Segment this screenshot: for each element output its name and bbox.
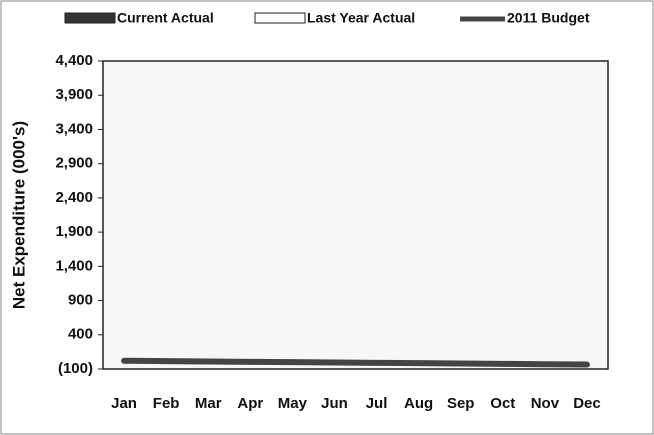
y-tick-label: 900 — [68, 292, 93, 309]
legend-label: Last Year Actual — [307, 10, 415, 26]
x-tick-label: Aug — [404, 395, 433, 412]
y-tick-label: 3,400 — [55, 120, 93, 137]
y-tick-label: 1,400 — [55, 257, 93, 274]
x-tick-label: Apr — [237, 395, 263, 412]
legend-label: 2011 Budget — [507, 10, 590, 26]
x-tick-label: Jun — [321, 395, 348, 412]
legend-label: Current Actual — [117, 10, 214, 26]
x-tick-label: Nov — [531, 395, 560, 412]
legend-swatch — [64, 12, 116, 24]
y-tick-label: 400 — [68, 326, 93, 343]
plot-area — [102, 60, 609, 370]
y-tick-label: 2,400 — [55, 189, 93, 206]
legend-swatch — [254, 12, 306, 24]
y-tick-label: (100) — [58, 360, 93, 377]
y-tick-label: 2,900 — [55, 155, 93, 172]
line — [121, 357, 590, 368]
x-tick-label: Dec — [573, 395, 601, 412]
y-tick-label: 1,900 — [55, 223, 93, 240]
x-tick-label: Mar — [195, 395, 222, 412]
x-tick-label: Jul — [366, 395, 388, 412]
x-tick-label: Oct — [490, 395, 515, 412]
y-tick-label: 4,400 — [55, 52, 93, 69]
x-tick-label: Sep — [447, 395, 475, 412]
x-tick-label: May — [278, 395, 308, 412]
x-tick-label: Jan — [111, 395, 137, 412]
x-tick-label: Feb — [153, 395, 180, 412]
y-tick-label: 3,900 — [55, 86, 93, 103]
y-axis-label: Net Expenditure (000's) — [9, 121, 28, 309]
